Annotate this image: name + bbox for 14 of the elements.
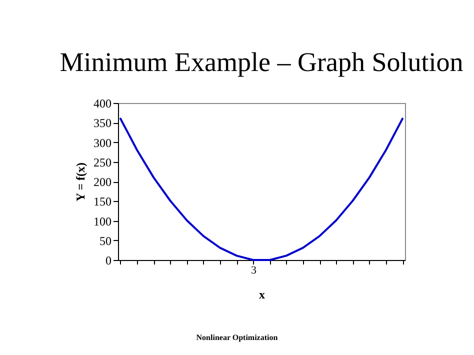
y-tick-label: 150 (94, 194, 112, 209)
x-axis-title: x (259, 288, 265, 302)
y-tick-label: 0 (106, 254, 112, 268)
y-tick-label: 250 (94, 155, 112, 170)
y-tick-label: 100 (94, 214, 112, 228)
y-tick-label: 400 (94, 96, 112, 110)
y-tick-label: 50 (100, 234, 112, 248)
text: Nonlinear Optimization (195, 333, 279, 342)
y-tick-label: 200 (94, 175, 112, 189)
y-tick-label: 300 (94, 136, 112, 150)
x-tick-label: 3 (250, 264, 257, 276)
chart-title: Minimum Example – Graph Solution (60, 47, 464, 77)
y-tick-label: 350 (94, 116, 112, 130)
y-axis-title: Y = f(x) (74, 162, 88, 202)
